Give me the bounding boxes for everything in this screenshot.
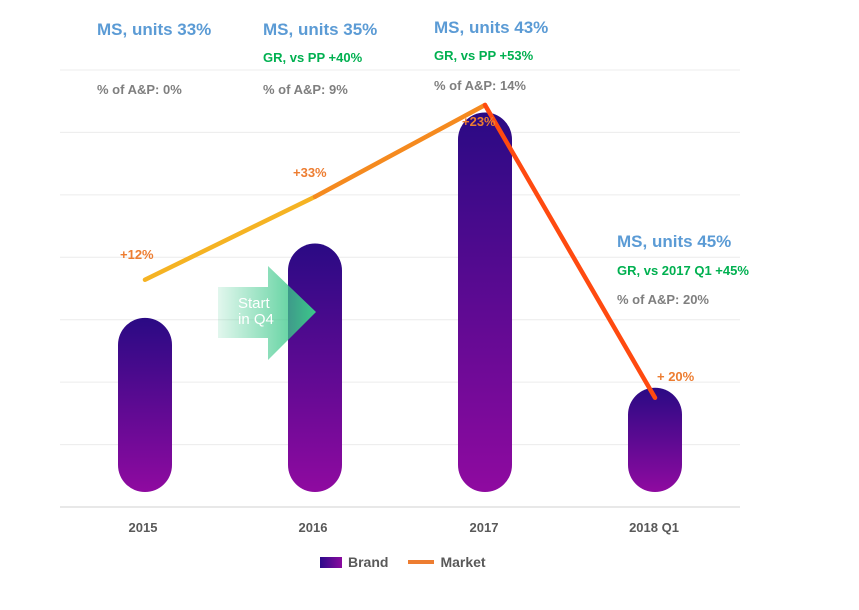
ms-units-2015: MS, units 33% xyxy=(97,20,212,39)
x-tick-label: 2015 xyxy=(128,520,158,535)
callout-line-2: in Q4 xyxy=(238,311,274,328)
ap-share-2018q1: % of A&P: 20% xyxy=(617,292,709,307)
ap-share-2016: % of A&P: 9% xyxy=(263,82,348,97)
start-in-q4-arrow xyxy=(218,266,316,360)
ms-units-2016: MS, units 35% xyxy=(263,20,378,39)
x-tick-label: 2016 xyxy=(298,520,328,535)
gr-vs-pp-2016: GR, vs PP +40% xyxy=(263,50,363,65)
legend-brand-label: Brand xyxy=(348,554,389,570)
ms-units-2017: MS, units 43% xyxy=(434,18,549,37)
gr-vs-pp-2018q1: GR, vs 2017 Q1 +45% xyxy=(617,263,749,278)
start-in-q4-callout: Start in Q4 xyxy=(238,296,274,328)
legend-market-swatch xyxy=(408,560,435,564)
market-growth-2017: +23% xyxy=(462,114,496,129)
market-line-segment xyxy=(482,102,658,400)
legend-brand-swatch xyxy=(320,556,342,568)
legend: Brand Market xyxy=(320,554,486,570)
market-line-segment xyxy=(142,194,318,283)
ap-share-2017: % of A&P: 14% xyxy=(434,78,526,93)
ms-units-2018q1: MS, units 45% xyxy=(617,232,732,251)
market-growth-2015: +12% xyxy=(120,247,154,262)
bar-brand-2015 xyxy=(118,317,172,492)
market-line-segment xyxy=(312,102,488,199)
legend-market-label: Market xyxy=(440,554,486,570)
bar-brand-2018q1 xyxy=(628,387,682,492)
ap-share-2015: % of A&P: 0% xyxy=(97,82,182,97)
market-growth-2018q1: + 20% xyxy=(657,369,695,384)
market-growth-2016: +33% xyxy=(293,165,327,180)
bar-brand-2017 xyxy=(458,112,512,492)
x-tick-label: 2018 Q1 xyxy=(629,520,679,535)
x-tick-label: 2017 xyxy=(469,520,499,535)
callout-line-1: Start xyxy=(238,295,270,312)
gr-vs-pp-2017: GR, vs PP +53% xyxy=(434,48,534,63)
bar-brand-2016 xyxy=(288,243,342,492)
